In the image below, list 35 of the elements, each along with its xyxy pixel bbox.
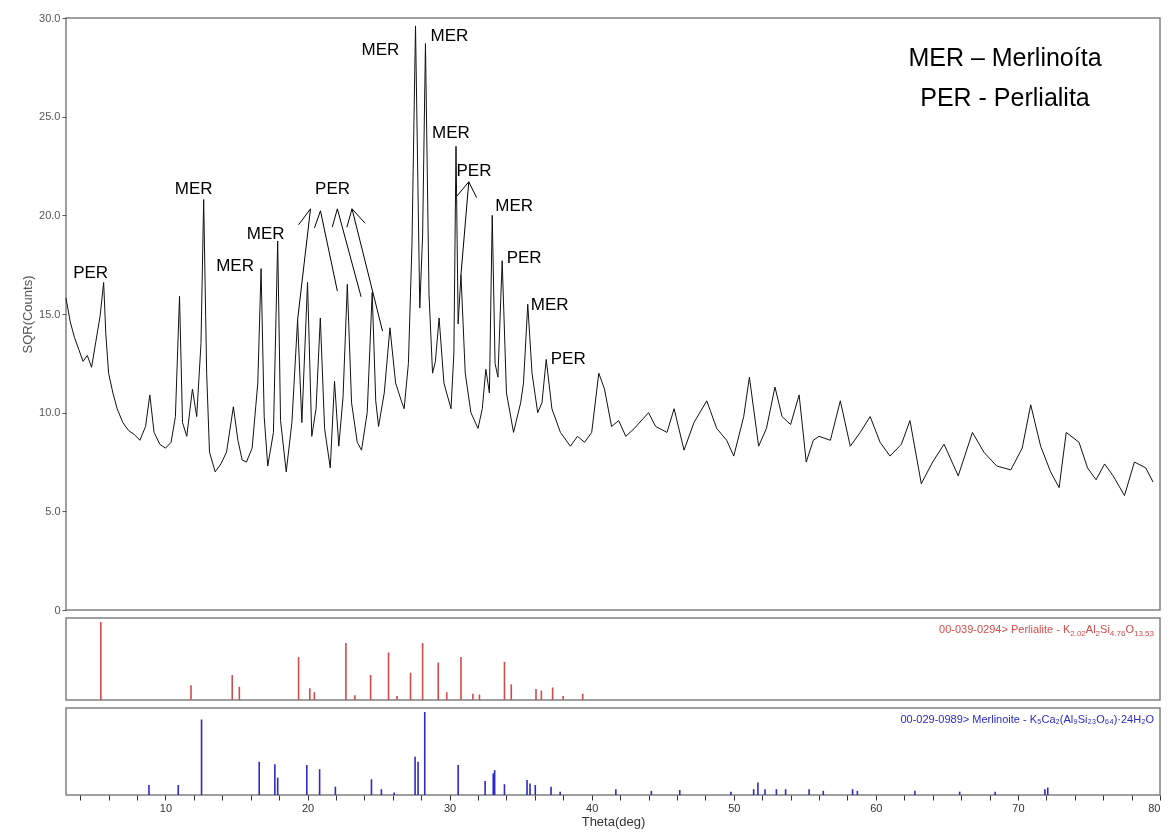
annotation: PER — [315, 178, 351, 198]
annotation: PER — [550, 349, 586, 369]
annotation: MER — [430, 25, 469, 45]
annotation: MER — [432, 123, 470, 143]
annotation: PER — [73, 263, 109, 283]
annotation: MER — [246, 223, 285, 243]
y-tick-label: 15.0 — [39, 307, 61, 320]
annotation: MER — [174, 178, 213, 198]
annotation: MER — [495, 196, 534, 216]
annotation: PER — [456, 160, 492, 180]
annotation: MER – Merlinoíta — [908, 43, 1102, 71]
x-tick-label: 60 — [870, 801, 883, 814]
annotation: PER - Perlialita — [920, 83, 1090, 111]
annotation: PER — [506, 247, 542, 267]
line-series — [65, 25, 1154, 497]
x-tick-label: 50 — [728, 801, 741, 814]
y-tick-label: 20.0 — [39, 208, 61, 221]
x-axis-title: Theta(deg) — [581, 813, 646, 829]
x-tick-label: 40 — [586, 801, 599, 814]
x-tick-label: 30 — [443, 801, 457, 814]
y-tick-label: 10.0 — [39, 406, 61, 419]
x-tick-label: 70 — [1012, 801, 1025, 814]
x-tick-label: 80 — [1148, 801, 1161, 814]
text: 00-029-0989> Merlinoite - K₅Ca₂(Al₉Si₂₃O₆₄)·24H₂O — [900, 713, 1154, 725]
y-tick-label: 30.0 — [39, 11, 61, 24]
annotation: MER — [530, 295, 569, 315]
x-tick-label: 20 — [301, 801, 315, 814]
y-tick-label: 25.0 — [39, 110, 61, 123]
text: 00-039-0294> Perlialite - K$_{2.02}$Al$_{2}$Si$_{4.76}$O$_{13.53}$ — [939, 623, 1154, 639]
annotation: MER — [361, 39, 400, 59]
y-tick-label: 5.0 — [45, 504, 61, 517]
annotation: MER — [216, 255, 254, 275]
x-tick-label: 10 — [159, 801, 173, 814]
y-axis-title: SQR(Counts) — [20, 275, 36, 354]
y-tick-label: 0 — [54, 603, 61, 616]
